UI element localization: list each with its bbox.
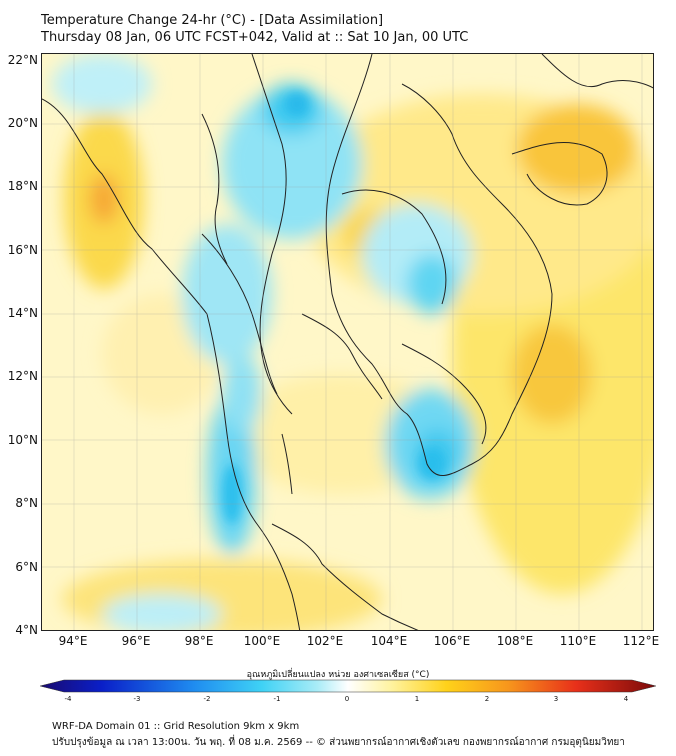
- map-canvas: [42, 54, 653, 630]
- colorbar-gradient: [40, 679, 656, 693]
- footer-credit: ปรับปรุงข้อมูล ณ เวลา 13:00น. วัน พฤ. ที…: [52, 737, 625, 748]
- lat-label-10n: 10°N: [7, 433, 38, 447]
- colorbar: [40, 679, 656, 693]
- colorbar-tick: 1: [414, 695, 420, 703]
- lon-label-106e: 106°E: [433, 634, 471, 648]
- lon-label-100e: 100°E: [243, 634, 281, 648]
- colorbar-tick: 0: [344, 695, 350, 703]
- colorbar-tick: 4: [623, 695, 629, 703]
- lat-label-12n: 12°N: [7, 369, 38, 383]
- lat-label-4n: 4°N: [15, 623, 38, 637]
- colorbar-tick: -1: [273, 695, 281, 703]
- title-line-1: Temperature Change 24-hr (°C) - [Data As…: [41, 13, 384, 28]
- gridlines: [42, 54, 653, 630]
- map-title: Temperature Change 24-hr (°C) - [Data As…: [41, 12, 468, 46]
- lat-label-14n: 14°N: [7, 306, 38, 320]
- lat-label-6n: 6°N: [15, 560, 38, 574]
- lon-label-102e: 102°E: [306, 634, 344, 648]
- lat-label-18n: 18°N: [7, 179, 38, 193]
- lon-label-108e: 108°E: [496, 634, 534, 648]
- colorbar-tick: -3: [133, 695, 141, 703]
- colorbar-tick: -4: [64, 695, 72, 703]
- colorbar-tick: 3: [553, 695, 559, 703]
- lon-label-96e: 96°E: [121, 634, 151, 648]
- lat-label-16n: 16°N: [7, 243, 38, 257]
- lat-label-8n: 8°N: [15, 496, 38, 510]
- lat-label-20n: 20°N: [7, 116, 38, 130]
- lon-label-112e: 112°E: [622, 634, 660, 648]
- lon-label-104e: 104°E: [370, 634, 408, 648]
- colorbar-title: อุณหภูมิเปลี่ยนแปลง หน่วย องศาเซลเซียส (…: [246, 670, 430, 680]
- title-line-2: Thursday 08 Jan, 06 UTC FCST+042, Valid …: [41, 30, 469, 45]
- lat-label-22n: 22°N: [7, 53, 38, 67]
- lon-label-110e: 110°E: [559, 634, 597, 648]
- temperature-change-map: [41, 53, 654, 631]
- colorbar-tick: -2: [203, 695, 211, 703]
- colorbar-tick: 2: [484, 695, 490, 703]
- lon-label-94e: 94°E: [58, 634, 88, 648]
- lon-label-98e: 98°E: [184, 634, 214, 648]
- coastlines: [42, 54, 653, 630]
- footer-model-info: WRF-DA Domain 01 :: Grid Resolution 9km …: [52, 721, 300, 732]
